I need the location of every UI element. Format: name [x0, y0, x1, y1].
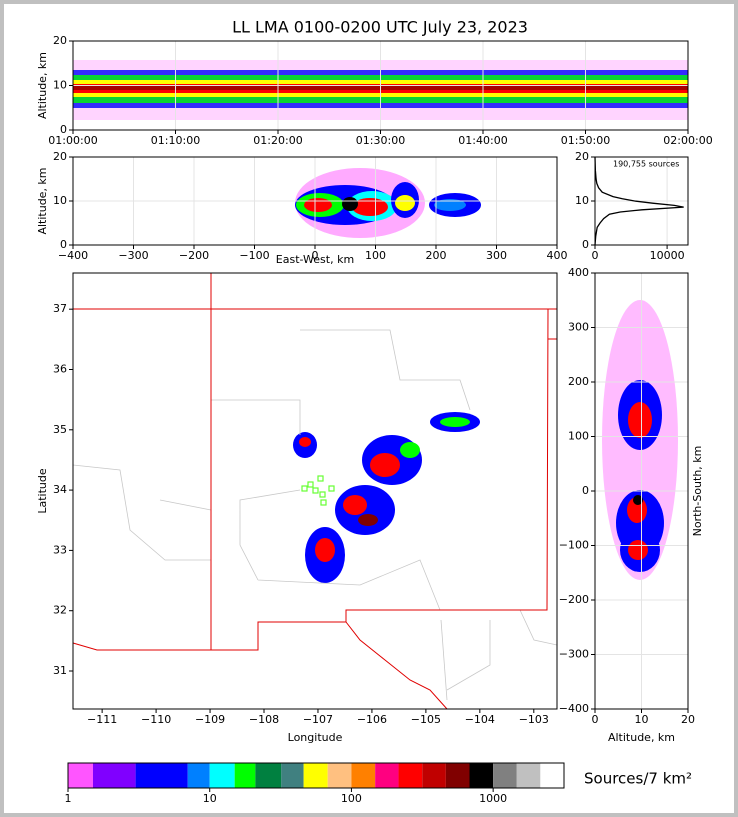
colorbar-label: Sources/7 km²: [584, 770, 692, 788]
y-tick-label: 400: [568, 266, 589, 279]
x-axis-label: East-West, km: [276, 253, 354, 266]
y-tick-label: −400: [559, 702, 589, 715]
color-bin: [209, 763, 235, 788]
color-bin: [135, 763, 188, 788]
axes-frame: [67, 762, 565, 789]
x-tick-label: 01:40:00: [458, 134, 507, 147]
x-axis-label: Altitude, km: [608, 731, 675, 744]
y-tick-label: 20: [53, 34, 67, 47]
color-bin: [303, 763, 328, 788]
color-bin: [327, 763, 352, 788]
y-tick-label: 10: [53, 79, 67, 92]
axes-frame: [72, 272, 558, 710]
y-tick-label: 10: [575, 194, 589, 207]
axes-frame: [72, 156, 558, 246]
x-tick-label: −108: [249, 713, 279, 726]
y-tick-label: 20: [53, 150, 67, 163]
x-tick-label: 100: [365, 249, 386, 262]
color-bin: [398, 763, 423, 788]
x-tick-label: 200: [426, 249, 447, 262]
y-tick-label: 300: [568, 321, 589, 334]
y-axis-label: Latitude: [36, 468, 49, 514]
map-lines: [72, 273, 558, 710]
x-tick-label: −106: [357, 713, 387, 726]
x-tick-label: −104: [465, 713, 495, 726]
color-bin: [68, 763, 93, 788]
y-tick-label: 0: [60, 238, 67, 251]
axes-frame: [72, 40, 689, 131]
y-tick-label: 100: [568, 430, 589, 443]
x-tick-label: 300: [486, 249, 507, 262]
color-bin: [469, 763, 494, 788]
x-tick-label: −107: [303, 713, 333, 726]
color-bin: [92, 763, 136, 788]
color-bin: [445, 763, 470, 788]
y-tick-label: 0: [582, 484, 589, 497]
color-bin: [540, 763, 564, 788]
y-tick-label: 200: [568, 375, 589, 388]
color-bin: [234, 763, 256, 788]
y-tick-label: −300: [559, 648, 589, 661]
color-bin: [281, 763, 304, 788]
x-tick-label: −200: [179, 249, 209, 262]
x-tick-label: 01:20:00: [253, 134, 302, 147]
y-tick-label: 31: [53, 664, 67, 677]
x-tick-label: 20: [681, 713, 695, 726]
y-axis-label: Altitude, km: [36, 52, 49, 119]
x-tick-label: −111: [87, 713, 117, 726]
color-bin: [375, 763, 399, 788]
y-tick-label: 34: [53, 483, 67, 496]
x-tick-label: −300: [118, 249, 148, 262]
axes-frame: [594, 156, 689, 246]
color-bin: [422, 763, 446, 788]
x-tick-label: 10000: [650, 249, 685, 262]
y-tick-label: 36: [53, 362, 67, 375]
y-tick-label: −200: [559, 593, 589, 606]
y-tick-label: −100: [559, 539, 589, 552]
color-bin: [255, 763, 282, 788]
x-axis-label: Longitude: [288, 731, 343, 744]
x-tick-label: −103: [519, 713, 549, 726]
color-bin: [516, 763, 541, 788]
chart-title: LL LMA 0100-0200 UTC July 23, 2023: [232, 18, 528, 37]
y-tick-label: 35: [53, 423, 67, 436]
y-tick-label: 20: [575, 150, 589, 163]
y-tick-label: 32: [53, 604, 67, 617]
x-tick-label: 01:50:00: [561, 134, 610, 147]
y-tick-label: 33: [53, 543, 67, 556]
x-tick-label: 01:10:00: [151, 134, 200, 147]
x-tick-label: −109: [195, 713, 225, 726]
x-tick-label: 01:00:00: [48, 134, 97, 147]
x-tick-label: −110: [141, 713, 171, 726]
x-tick-label: 400: [547, 249, 568, 262]
x-tick-label: 10: [203, 792, 217, 805]
y-tick-label: 0: [60, 123, 67, 136]
x-tick-label: −105: [411, 713, 441, 726]
annotation: 190,755 sources: [613, 160, 679, 169]
x-tick-label: 0: [312, 249, 319, 262]
x-tick-label: 01:30:00: [356, 134, 405, 147]
x-tick-label: 1000: [479, 792, 507, 805]
x-tick-label: −400: [58, 249, 88, 262]
y-tick-label: 37: [53, 302, 67, 315]
color-bin: [351, 763, 376, 788]
stations: [301, 475, 335, 506]
x-tick-label: 02:00:00: [663, 134, 712, 147]
y-axis-label: Altitude, km: [36, 167, 49, 234]
color-bin: [493, 763, 517, 788]
x-tick-label: 0: [592, 249, 599, 262]
x-tick-label: 1: [65, 792, 72, 805]
y-tick-label: 0: [582, 238, 589, 251]
x-tick-label: 10: [635, 713, 649, 726]
profile-line: [594, 156, 684, 246]
x-tick-label: 0: [592, 713, 599, 726]
x-tick-label: 100: [341, 792, 362, 805]
x-tick-label: −100: [239, 249, 269, 262]
y-tick-label: 10: [53, 194, 67, 207]
color-bin: [187, 763, 210, 788]
axes-frame: [594, 272, 689, 710]
y-axis-label: North-South, km: [691, 446, 704, 537]
